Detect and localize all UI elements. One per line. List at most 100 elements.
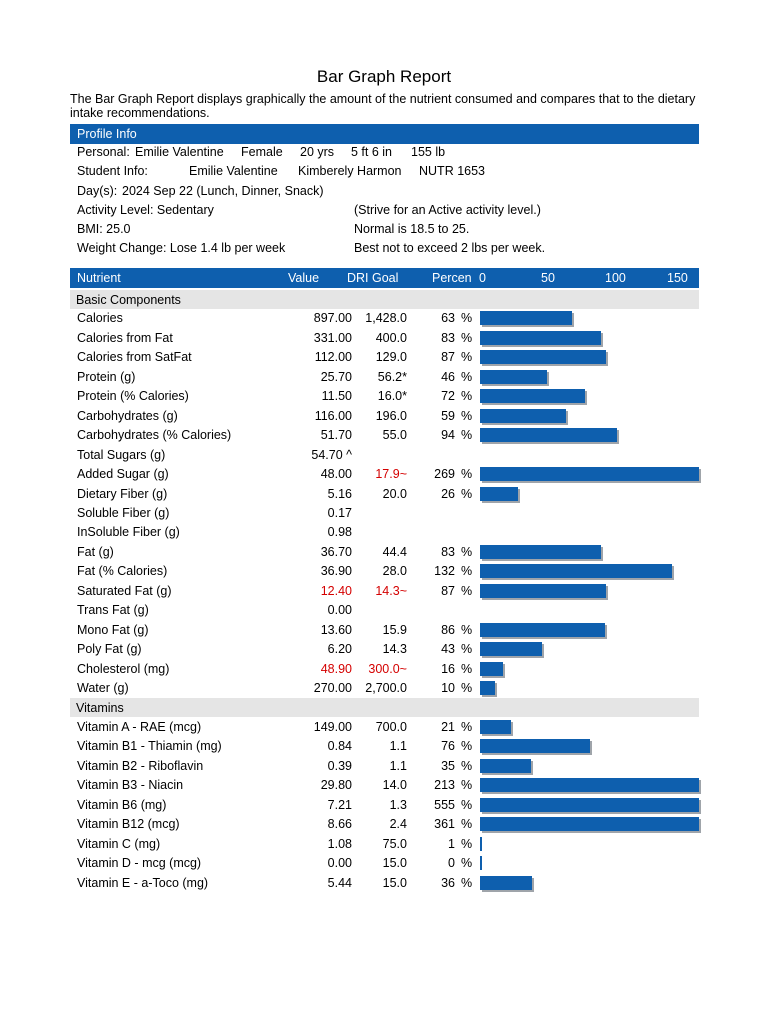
nutrient-dri-goal: 14.3 xyxy=(382,642,407,657)
nutrient-name: Fat (g) xyxy=(77,544,114,559)
activity-note: (Strive for an Active activity level.) xyxy=(354,203,541,217)
percent-sign: % xyxy=(461,719,473,734)
personal-weight: 155 lb xyxy=(411,145,446,159)
nutrient-percent: 59 xyxy=(441,408,455,423)
nutrient-name: Vitamin B2 - Riboflavin xyxy=(77,758,204,773)
nutrient-name: Carbohydrates (g) xyxy=(77,408,178,423)
personal-height: 5 ft 6 in xyxy=(351,145,392,159)
axis-tick-label: 50 xyxy=(541,271,555,285)
nutrient-row: Vitamin B6 (mg) 7.21 1.3 555% xyxy=(70,796,699,815)
percent-sign: % xyxy=(461,311,473,326)
bmi-note: Normal is 18.5 to 25. xyxy=(354,222,470,236)
nutrient-value: 149.00 xyxy=(313,719,352,734)
nutrient-name: Poly Fat (g) xyxy=(77,642,142,657)
nutrient-dri-goal: 56.2* xyxy=(377,369,407,384)
nutrient-value: 5.16 xyxy=(327,486,352,501)
percent-bar xyxy=(480,817,699,832)
nutrient-row: Calories 897.00 1,428.0 63% xyxy=(70,309,699,328)
percent-sign: % xyxy=(461,408,473,423)
nutrient-percent: 43 xyxy=(441,642,455,657)
nutrient-value: 25.70 xyxy=(320,369,352,384)
nutrient-name: Carbohydrates (% Calories) xyxy=(77,428,232,443)
nutrient-row: Carbohydrates (% Calories) 51.70 55.0 94% xyxy=(70,426,699,445)
nutrient-row: Vitamin E - a-Toco (mg) 5.44 15.0 36% xyxy=(70,874,699,893)
percent-bar xyxy=(480,544,601,559)
nutrient-name: Mono Fat (g) xyxy=(77,622,149,637)
table-header: Nutrient Value DRI Goal Percen 0 50 100 … xyxy=(70,268,699,288)
nutrient-row: Carbohydrates (g) 116.00 196.0 59% xyxy=(70,407,699,426)
percent-bar xyxy=(480,622,605,637)
personal-sex: Female xyxy=(241,145,283,159)
nutrient-value: 51.70 xyxy=(320,428,352,443)
percent-bar xyxy=(480,681,495,695)
nutrient-dri-goal: 15.0 xyxy=(382,875,407,890)
nutrient-value: 1.08 xyxy=(327,836,352,851)
section-header: Basic Components xyxy=(70,290,699,309)
percent-bar xyxy=(480,778,699,793)
nutrient-value: 48.00 xyxy=(320,467,352,482)
student-name: Emilie Valentine xyxy=(189,164,278,178)
nutrient-dri-goal: 55.0 xyxy=(382,428,407,443)
profile-header: Profile Info xyxy=(70,124,699,144)
nutrient-dri-goal: 28.0 xyxy=(382,564,407,579)
percent-sign: % xyxy=(461,797,473,812)
nutrient-value: 6.20 xyxy=(327,642,352,657)
percent-bar xyxy=(480,797,699,812)
days-label: Day(s): xyxy=(77,184,118,198)
percent-sign: % xyxy=(461,389,473,404)
nutrient-value: 0.00 xyxy=(327,603,352,618)
nutrient-row: Poly Fat (g) 6.20 14.3 43% xyxy=(70,640,699,659)
percent-sign: % xyxy=(461,661,473,676)
nutrient-value: 0.84 xyxy=(327,739,352,754)
percent-sign: % xyxy=(461,817,473,832)
nutrient-value: 48.90 xyxy=(320,661,352,676)
nutrient-name: Cholesterol (mg) xyxy=(77,661,170,676)
percent-sign: % xyxy=(461,642,473,657)
nutrient-percent: 555 xyxy=(434,797,455,812)
nutrient-name: Vitamin B3 - Niacin xyxy=(77,778,184,793)
page-title: Bar Graph Report xyxy=(316,67,452,86)
nutrient-value: 54.70 ^ xyxy=(311,447,352,462)
percent-sign: % xyxy=(461,758,473,773)
nutrient-percent: 132 xyxy=(434,564,455,579)
nutrient-row: Saturated Fat (g) 12.40 14.3~ 87% xyxy=(70,582,699,601)
nutrient-name: Vitamin B1 - Thiamin (mg) xyxy=(77,739,222,754)
percent-sign: % xyxy=(461,564,473,579)
nutrient-value: 13.60 xyxy=(320,622,352,637)
percent-bar xyxy=(480,758,531,773)
nutrient-name: Water (g) xyxy=(77,681,129,695)
nutrient-percent: 83 xyxy=(441,544,455,559)
nutrient-percent: 83 xyxy=(441,330,455,345)
percent-bar xyxy=(480,330,601,345)
axis-tick-label: 0 xyxy=(479,271,486,285)
percent-bar xyxy=(480,564,672,579)
percent-sign: % xyxy=(461,739,473,754)
percent-sign: % xyxy=(461,330,473,345)
nutrient-percent: 87 xyxy=(441,350,455,365)
percent-bar xyxy=(480,369,547,384)
percent-bar xyxy=(480,642,543,657)
nutrient-name: InSoluble Fiber (g) xyxy=(77,525,180,540)
nutrient-dri-goal: 17.9~ xyxy=(375,467,407,482)
student-course: NUTR 1653 xyxy=(419,164,485,178)
activity-level: Activity Level: Sedentary xyxy=(77,203,214,217)
nutrient-name: Soluble Fiber (g) xyxy=(77,505,170,520)
nutrient-value: 7.21 xyxy=(327,797,352,812)
nutrient-name: Trans Fat (g) xyxy=(77,603,149,618)
nutrient-row: Dietary Fiber (g) 5.16 20.0 26% xyxy=(70,485,699,504)
col-value: Value xyxy=(288,271,320,285)
nutrient-row: Calories from Fat 331.00 400.0 83% xyxy=(70,329,699,348)
nutrient-dri-goal: 129.0 xyxy=(375,350,407,365)
nutrient-value: 8.66 xyxy=(327,817,352,832)
nutrient-row: Fat (g) 36.70 44.4 83% xyxy=(70,543,699,562)
weight-change: Weight Change: Lose 1.4 lb per week xyxy=(77,241,286,255)
nutrient-percent: 35 xyxy=(441,758,455,773)
section-label: Vitamins xyxy=(76,701,124,716)
nutrient-row: Soluble Fiber (g) 0.17 xyxy=(70,504,699,523)
percent-sign: % xyxy=(461,778,473,793)
weight-note: Best not to exceed 2 lbs per week. xyxy=(354,241,546,255)
percent-bar xyxy=(480,467,699,482)
col-nutrient: Nutrient xyxy=(77,271,121,285)
percent-sign: % xyxy=(461,856,473,871)
personal-label: Personal: xyxy=(77,145,130,159)
